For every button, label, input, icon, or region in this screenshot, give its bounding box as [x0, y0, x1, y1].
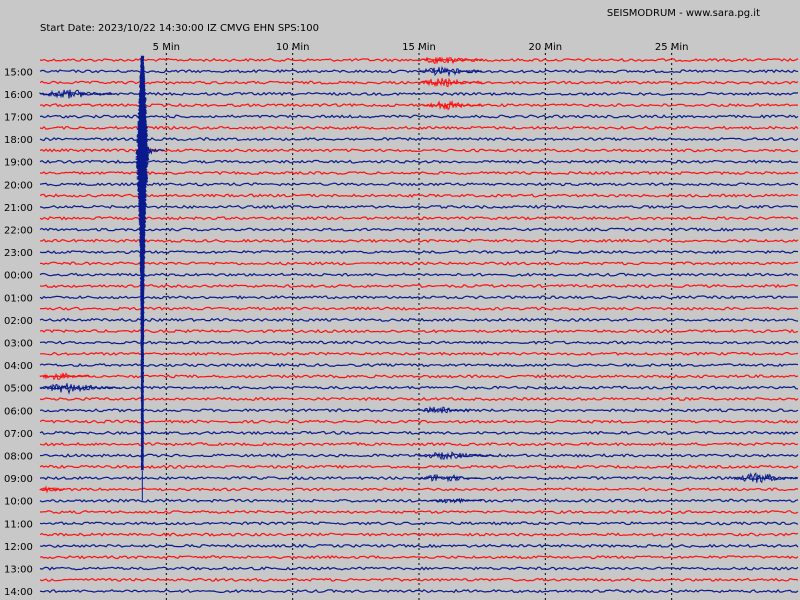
trace-line — [40, 261, 799, 266]
trace-line — [39, 159, 799, 164]
trace-line — [39, 464, 799, 470]
hour-label: 07:00 — [4, 429, 33, 440]
x-tick-label: 20 Min — [529, 42, 563, 53]
trace-line — [39, 442, 799, 447]
hour-label: 17:00 — [4, 113, 33, 124]
trace-line — [39, 566, 799, 571]
event-burst — [418, 56, 483, 65]
event-burst — [431, 497, 482, 504]
trace-line — [39, 193, 799, 198]
trace-line — [39, 182, 799, 187]
trace-line — [39, 216, 799, 221]
trace-line — [39, 114, 799, 119]
trace-line — [39, 487, 799, 492]
hour-label: 04:00 — [4, 361, 33, 372]
trace-line — [39, 136, 799, 142]
trace-line — [39, 295, 799, 300]
x-tick-label: 5 Min — [153, 42, 180, 53]
hour-label: 20:00 — [4, 180, 33, 191]
hour-label: 05:00 — [4, 384, 33, 395]
trace-line — [40, 351, 799, 357]
event-bursts — [39, 56, 798, 504]
x-tick-label: 15 Min — [402, 42, 436, 53]
start-date-label: Start Date: 2023/10/22 14:30:00 IZ CMVG … — [40, 23, 319, 34]
trace-line — [39, 340, 799, 345]
event-burst — [39, 372, 91, 381]
event-burst — [418, 77, 483, 88]
trace-line — [39, 408, 799, 413]
major-earthquake-trace — [135, 55, 165, 501]
hour-label: 12:00 — [4, 542, 33, 553]
trace-line — [39, 588, 799, 594]
trace-line — [39, 227, 799, 232]
trace-line — [40, 509, 799, 514]
trace-line — [39, 374, 799, 379]
hour-label: 18:00 — [4, 135, 33, 146]
event-burst — [418, 405, 470, 414]
x-tick-labels: 5 Min 10 Min 15 Min 20 Min 25 Min — [153, 42, 689, 53]
event-burst — [734, 472, 798, 484]
trace-line — [39, 91, 799, 97]
event-burst — [39, 383, 121, 395]
trace-line — [39, 543, 799, 549]
hour-label: 23:00 — [4, 248, 33, 259]
trace-line — [39, 148, 799, 153]
hour-label: 00:00 — [4, 271, 33, 282]
hour-label: 03:00 — [4, 339, 33, 350]
hour-label: 19:00 — [4, 158, 33, 169]
event-burst — [418, 451, 495, 461]
quake-coda — [141, 146, 165, 160]
quake-spike — [135, 55, 150, 471]
hour-label: 22:00 — [4, 226, 33, 237]
hour-label: 14:00 — [4, 587, 33, 598]
hour-label: 01:00 — [4, 293, 33, 304]
trace-line — [39, 125, 799, 130]
event-burst — [423, 99, 483, 111]
trace-line — [39, 272, 799, 277]
hour-label: 13:00 — [4, 565, 33, 576]
trace-line — [39, 521, 799, 526]
event-burst — [418, 66, 483, 78]
trace-line — [39, 396, 799, 402]
trace-line — [39, 453, 799, 458]
trace-line — [39, 362, 799, 368]
hour-label: 10:00 — [4, 497, 33, 508]
trace-line — [39, 498, 799, 503]
hour-label: 06:00 — [4, 406, 33, 417]
hour-label: 21:00 — [4, 203, 33, 214]
hour-label: 16:00 — [4, 90, 33, 101]
trace-line — [40, 306, 799, 311]
trace-line — [39, 577, 799, 582]
hour-label: 09:00 — [4, 474, 33, 485]
hour-label: 15:00 — [4, 67, 33, 78]
trace-line — [39, 430, 799, 436]
event-burst — [39, 89, 116, 99]
brand-label: SEISMODRUM - www.sara.pg.it — [607, 8, 760, 19]
hour-label: 08:00 — [4, 452, 33, 463]
event-burst — [418, 473, 483, 483]
trace-line — [39, 249, 798, 255]
trace-line — [39, 555, 799, 560]
trace-line — [39, 103, 799, 108]
trace-line — [39, 419, 799, 424]
trace-line — [39, 532, 799, 537]
trace-line — [39, 238, 799, 243]
hour-label: 11:00 — [4, 519, 33, 530]
x-tick-label: 25 Min — [655, 42, 689, 53]
event-burst — [39, 485, 66, 494]
trace-line — [39, 283, 799, 289]
trace-line — [39, 170, 799, 176]
trace-line — [39, 80, 799, 85]
trace-line — [39, 328, 799, 334]
trace-line — [39, 385, 798, 390]
hour-label: 02:00 — [4, 316, 33, 327]
trace-line — [39, 204, 799, 210]
trace-line — [39, 317, 799, 322]
hour-labels: 15:00 16:00 17:00 18:00 19:00 20:00 21:00 22:00… — [4, 67, 33, 598]
x-tick-label: 10 Min — [276, 42, 310, 53]
traces — [39, 57, 799, 594]
